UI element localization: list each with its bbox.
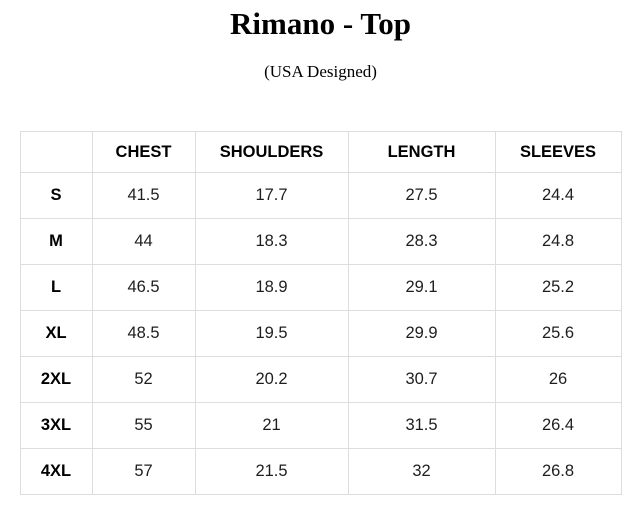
size-label: M bbox=[19, 218, 93, 265]
sleeves-column-header: SLEEVES bbox=[494, 131, 622, 173]
measurement-cell: 52 bbox=[91, 356, 196, 403]
measurement-cell: 18.9 bbox=[194, 264, 349, 311]
measurement-cell: 24.4 bbox=[494, 172, 622, 219]
measurement-cell: 57 bbox=[91, 448, 196, 495]
measurement-cell: 24.8 bbox=[494, 218, 622, 265]
size-label: S bbox=[19, 172, 93, 219]
size-label: L bbox=[19, 264, 93, 311]
size-label: 2XL bbox=[19, 356, 93, 403]
table-row: M 44 18.3 28.3 24.8 bbox=[19, 218, 622, 265]
measurement-cell: 18.3 bbox=[194, 218, 349, 265]
measurement-cell: 29.1 bbox=[347, 264, 496, 311]
measurement-cell: 28.3 bbox=[347, 218, 496, 265]
table-row: L 46.5 18.9 29.1 25.2 bbox=[19, 264, 622, 311]
size-label: 3XL bbox=[19, 402, 93, 449]
measurement-cell: 26 bbox=[494, 356, 622, 403]
measurement-cell: 55 bbox=[91, 402, 196, 449]
measurement-cell: 21 bbox=[194, 402, 349, 449]
measurement-cell: 19.5 bbox=[194, 310, 349, 357]
size-chart-page: Rimano - Top (USA Designed) CHEST SHOULD… bbox=[0, 6, 641, 524]
table-row: 4XL 57 21.5 32 26.8 bbox=[19, 448, 622, 495]
measurement-cell: 20.2 bbox=[194, 356, 349, 403]
page-subtitle: (USA Designed) bbox=[264, 62, 377, 81]
size-chart-table: CHEST SHOULDERS LENGTH SLEEVES S 41.5 17.7… bbox=[19, 131, 622, 495]
measurement-cell: 41.5 bbox=[91, 172, 196, 219]
shoulders-column-header: SHOULDERS bbox=[194, 131, 349, 173]
measurement-cell: 30.7 bbox=[347, 356, 496, 403]
measurement-cell: 46.5 bbox=[91, 264, 196, 311]
table-row: 2XL 52 20.2 30.7 26 bbox=[19, 356, 622, 403]
length-column-header: LENGTH bbox=[347, 131, 496, 173]
measurement-cell: 21.5 bbox=[194, 448, 349, 495]
measurement-cell: 26.8 bbox=[494, 448, 622, 495]
table-row: S 41.5 17.7 27.5 24.4 bbox=[19, 172, 622, 219]
measurement-cell: 32 bbox=[347, 448, 496, 495]
measurement-cell: 48.5 bbox=[91, 310, 196, 357]
size-label: 4XL bbox=[19, 448, 93, 495]
page-title: Rimano - Top bbox=[230, 6, 411, 41]
measurement-cell: 25.6 bbox=[494, 310, 622, 357]
measurement-cell: 31.5 bbox=[347, 402, 496, 449]
table-row: XL 48.5 19.5 29.9 25.6 bbox=[19, 310, 622, 357]
size-label: XL bbox=[19, 310, 93, 357]
measurement-cell: 25.2 bbox=[494, 264, 622, 311]
table-header: CHEST SHOULDERS LENGTH SLEEVES bbox=[19, 131, 622, 173]
table-header-row: CHEST SHOULDERS LENGTH SLEEVES bbox=[19, 131, 622, 173]
measurement-cell: 27.5 bbox=[347, 172, 496, 219]
size-column-header bbox=[19, 131, 93, 173]
measurement-cell: 26.4 bbox=[494, 402, 622, 449]
measurement-cell: 17.7 bbox=[194, 172, 349, 219]
table-row: 3XL 55 21 31.5 26.4 bbox=[19, 402, 622, 449]
table-body: S 41.5 17.7 27.5 24.4 M 44 18.3 28.3 24.8 L 46.5 18.… bbox=[19, 172, 622, 495]
measurement-cell: 44 bbox=[91, 218, 196, 265]
measurement-cell: 29.9 bbox=[347, 310, 496, 357]
chest-column-header: CHEST bbox=[91, 131, 196, 173]
